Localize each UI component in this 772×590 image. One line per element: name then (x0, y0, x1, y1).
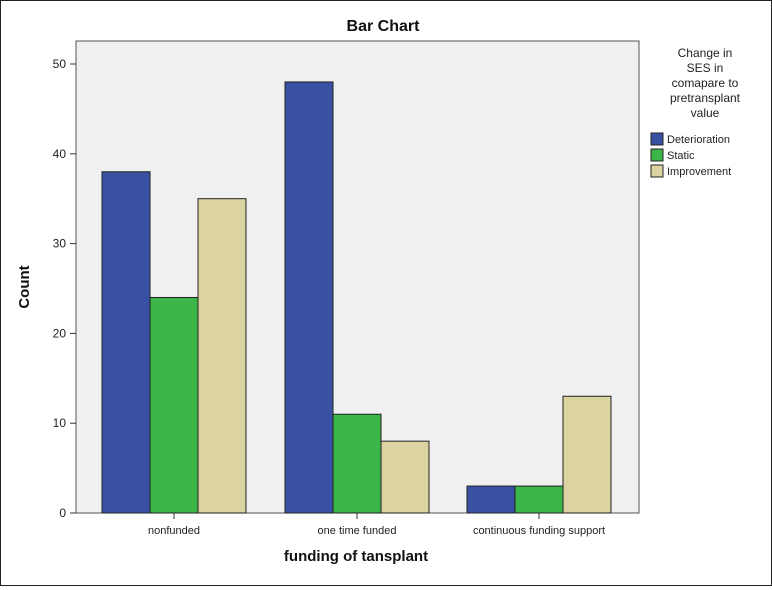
legend-label-improvement: Improvement (667, 166, 731, 178)
y-tick-label: 40 (53, 147, 67, 161)
bar-improvement-2 (380, 440, 430, 514)
legend-title-line: pretransplant (670, 91, 741, 105)
chart-title: Bar Chart (347, 18, 421, 35)
legend-title-line: comapare to (672, 76, 739, 90)
x-tick-label: nonfunded (148, 525, 200, 537)
x-tick-label: one time funded (318, 525, 397, 537)
legend-label-deterioration: Deterioration (667, 134, 730, 146)
bar-static-2 (332, 413, 382, 514)
legend-label-static: Static (667, 150, 695, 162)
bar-deterioration-2 (284, 81, 334, 514)
bar-improvement-1 (197, 198, 247, 514)
legend-title-line: SES in (687, 61, 724, 75)
legend-title-line: Change in (678, 46, 733, 60)
legend-title-line: value (691, 106, 720, 120)
x-axis: nonfunded one time funded continuous fundi… (148, 513, 605, 537)
y-axis: 0 10 20 30 40 50 (53, 57, 76, 520)
y-axis-label: Count (16, 265, 33, 308)
bar-static-1 (149, 296, 199, 514)
y-tick-label: 10 (53, 416, 67, 430)
y-tick-label: 0 (59, 506, 66, 520)
x-tick-label: continuous funding support (473, 525, 605, 537)
legend-swatch-deterioration (650, 132, 664, 146)
y-tick-label: 50 (53, 57, 67, 71)
bar-deterioration-3 (466, 485, 516, 514)
legend-swatch-improvement (650, 164, 664, 178)
y-tick-label: 20 (53, 326, 67, 340)
x-axis-label: funding of tansplant (284, 548, 428, 565)
legend-swatch-static (650, 148, 664, 162)
y-tick-label: 30 (53, 237, 67, 251)
bar-improvement-3 (562, 395, 612, 514)
bars (101, 81, 612, 514)
bar-deterioration-1 (101, 171, 151, 514)
bar-static-3 (514, 485, 564, 514)
